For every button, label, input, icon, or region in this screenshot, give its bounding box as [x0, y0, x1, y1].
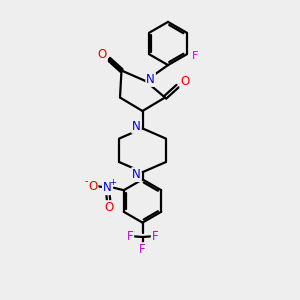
- Text: F: F: [139, 243, 146, 256]
- Text: N: N: [146, 73, 155, 86]
- Text: O: O: [88, 180, 98, 193]
- Text: N: N: [132, 120, 141, 133]
- Text: F: F: [127, 230, 133, 243]
- Text: N: N: [132, 168, 141, 181]
- Text: F: F: [192, 51, 198, 61]
- Text: O: O: [98, 48, 107, 61]
- Text: F: F: [152, 230, 158, 243]
- Text: O: O: [181, 75, 190, 88]
- Text: -: -: [85, 176, 88, 186]
- Text: +: +: [109, 178, 116, 187]
- Text: N: N: [103, 181, 112, 194]
- Text: O: O: [104, 201, 113, 214]
